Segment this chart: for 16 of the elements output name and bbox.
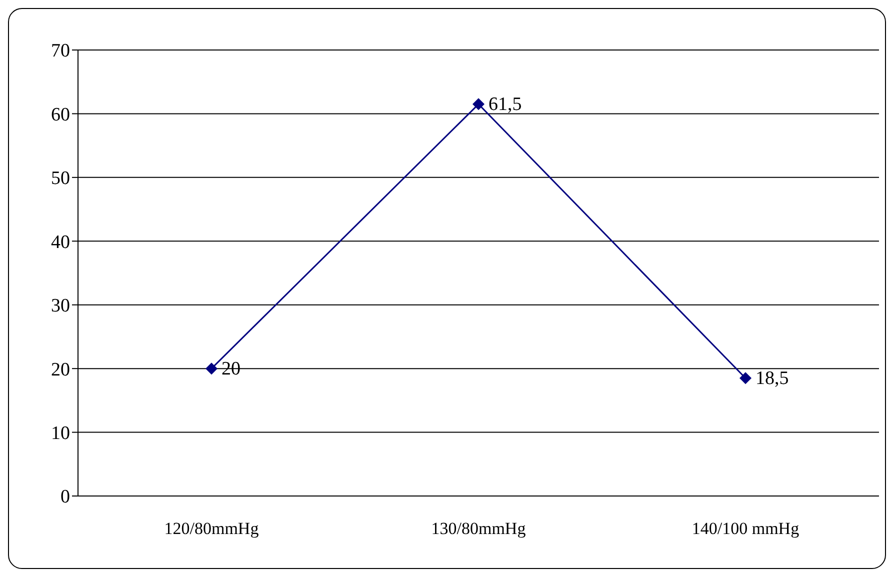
data-label: 18,5 — [756, 368, 789, 390]
point — [206, 362, 218, 375]
y-tick-label: 20 — [51, 359, 70, 380]
y-tick-label: 30 — [51, 296, 70, 317]
y-tick-label: 70 — [51, 40, 70, 62]
point — [472, 98, 484, 110]
y-tick-label: 40 — [51, 232, 70, 253]
x-tick-label: 130/80mmHg — [431, 519, 526, 538]
x-tick-label: 120/80mmHg — [164, 519, 260, 538]
y-tick-label: 0 — [60, 486, 70, 508]
y-tick-label: 60 — [51, 104, 70, 126]
y-tick-label: 10 — [51, 423, 70, 444]
point — [740, 372, 752, 384]
x-tick-label: 140/100 mmHg — [692, 519, 800, 538]
data-label: 61,5 — [488, 94, 522, 116]
y-tick-label: 50 — [51, 168, 70, 190]
